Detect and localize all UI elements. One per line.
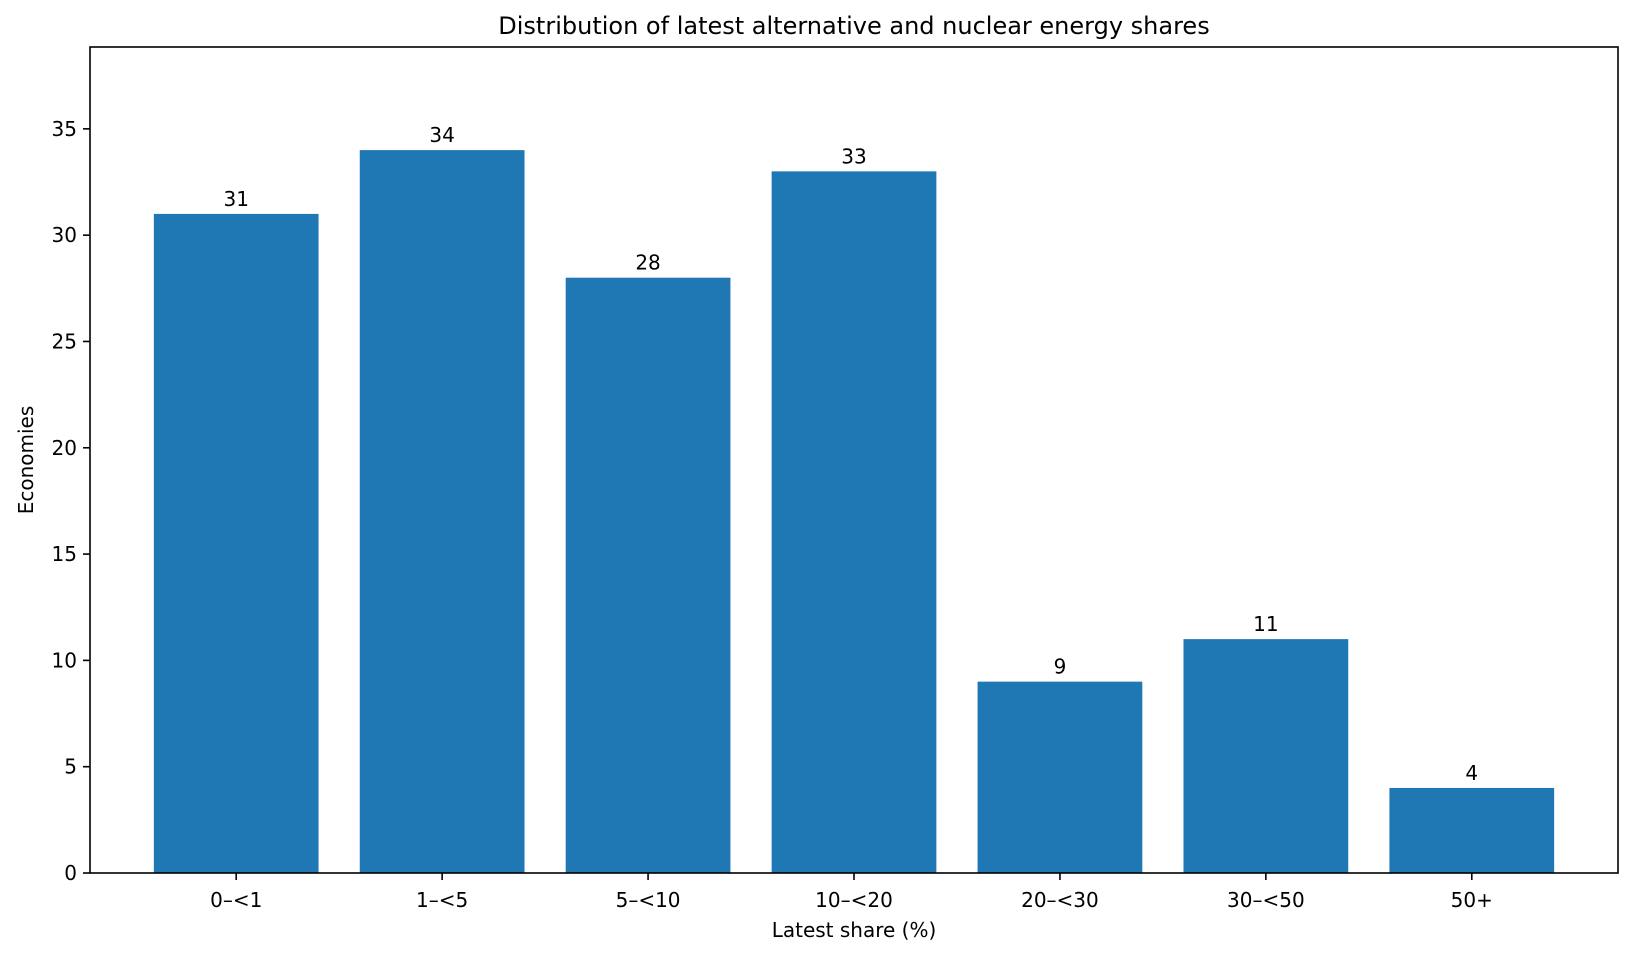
y-axis: 0 5 10 15 20 25 30 35 [52, 117, 90, 885]
x-tick-label-5-10: 5–<10 [616, 888, 681, 912]
x-tick-label-1-5: 1–<5 [416, 888, 468, 912]
data-label-1-5: 34 [429, 123, 454, 147]
bar-20-30 [977, 681, 1143, 873]
bar-0-1 [153, 213, 319, 874]
y-tick-label-0: 0 [64, 861, 77, 885]
x-tick-label-20-30: 20–<30 [1021, 888, 1099, 912]
y-tick-label-10: 10 [52, 648, 77, 672]
bar-50 [1389, 787, 1555, 873]
y-tick-label-20: 20 [52, 436, 77, 460]
x-axis: 0–<1 1–<5 5–<10 10–<20 20–<30 30–<50 50+ [210, 873, 1493, 912]
bar-5-10 [565, 277, 731, 873]
x-tick-label-0-1: 0–<1 [210, 888, 262, 912]
data-label-0-1: 31 [223, 187, 248, 211]
y-tick-label-30: 30 [52, 223, 77, 247]
y-tick-label-15: 15 [52, 542, 77, 566]
bars-layer [153, 150, 1555, 874]
data-labels-layer: 31 34 28 33 9 11 4 [223, 123, 1478, 785]
plot-frame [89, 46, 1619, 874]
x-tick-label-10-20: 10–<20 [815, 888, 893, 912]
y-axis-label: Economies [14, 406, 38, 515]
y-tick-label-35: 35 [52, 117, 77, 141]
bar-1-5 [359, 150, 525, 873]
data-label-50: 4 [1465, 761, 1478, 785]
x-axis-label: Latest share (%) [772, 918, 937, 942]
bar-30-50 [1183, 639, 1349, 873]
y-tick-label-5: 5 [64, 755, 77, 779]
data-label-10-20: 33 [841, 144, 866, 168]
bar-10-20 [771, 171, 937, 874]
data-label-5-10: 28 [635, 251, 660, 275]
y-tick-label-25: 25 [52, 329, 77, 353]
x-tick-label-50: 50+ [1451, 888, 1493, 912]
data-label-30-50: 11 [1253, 612, 1278, 636]
data-label-20-30: 9 [1054, 655, 1067, 679]
chart-title: Distribution of latest alternative and n… [498, 12, 1209, 40]
x-tick-label-30-50: 30–<50 [1227, 888, 1305, 912]
